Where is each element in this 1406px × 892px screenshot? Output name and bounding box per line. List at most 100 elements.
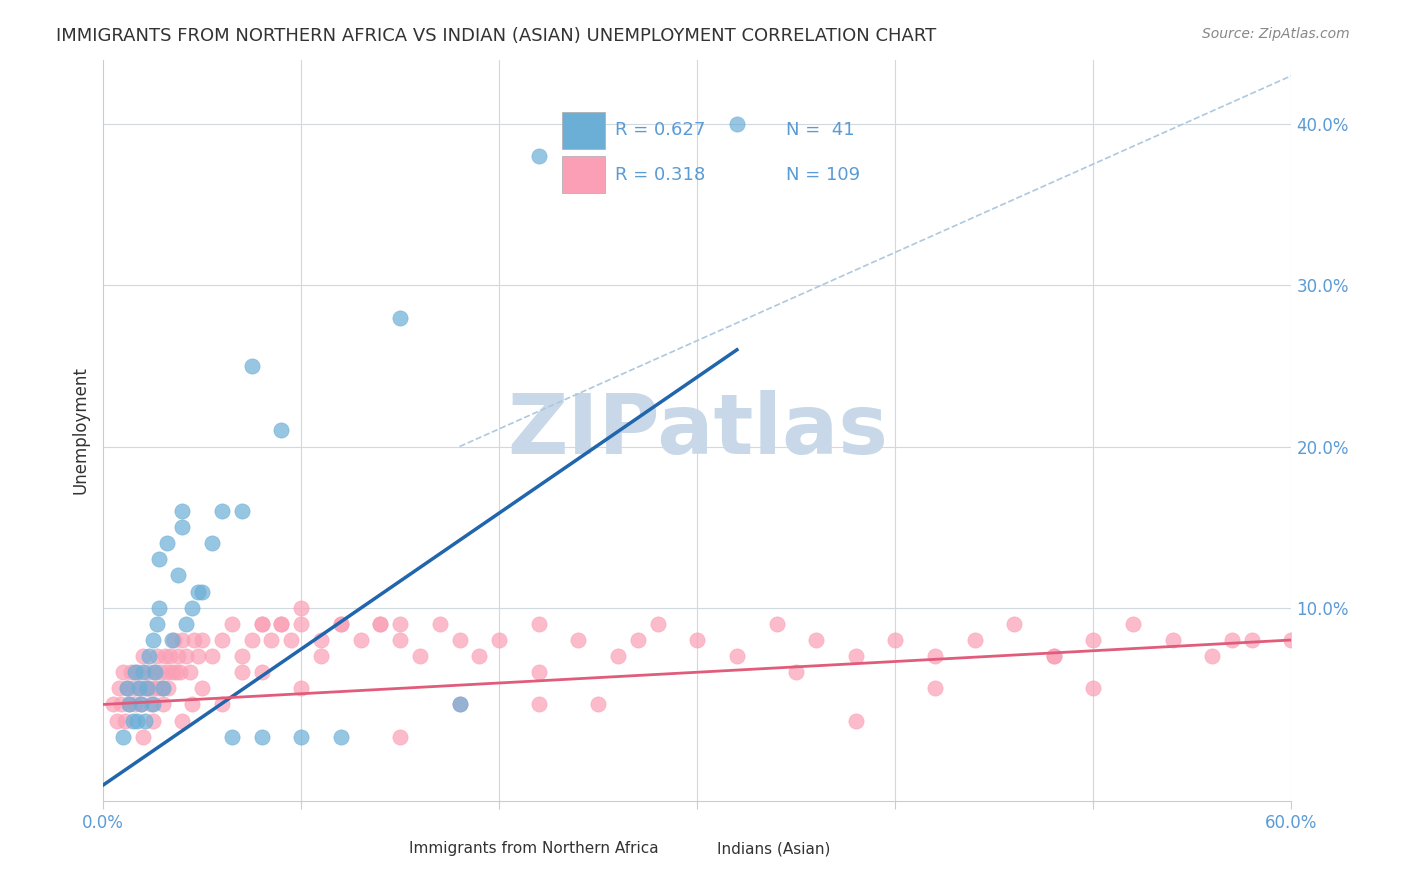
Point [329,616,352,631]
Point [349,632,371,647]
Point [145,649,167,664]
Point [290,600,312,615]
Point [135,665,157,680]
Point [686,632,709,647]
Point [145,616,167,631]
Point [111,730,134,744]
Point [785,665,807,680]
Point [211,632,233,647]
Point [191,632,214,647]
Text: IMMIGRANTS FROM NORTHERN AFRICA VS INDIAN (ASIAN) UNEMPLOYMENT CORRELATION CHART: IMMIGRANTS FROM NORTHERN AFRICA VS INDIA… [56,27,936,45]
Point [389,730,412,744]
Point [148,681,170,696]
Point [627,632,650,647]
Point [1042,649,1064,664]
Point [132,665,155,680]
Point [240,359,263,373]
Point [139,698,162,712]
Point [370,616,392,631]
Point [329,730,352,744]
Point [105,714,128,728]
Point [162,665,184,680]
Point [135,681,157,696]
Point [159,649,181,664]
Point [172,504,194,518]
Point [567,632,589,647]
Point [231,504,253,518]
Point [527,149,550,163]
Point [804,632,827,647]
Point [165,665,187,680]
Point [172,714,194,728]
Point [152,681,174,696]
Text: Immigrants from Northern Africa: Immigrants from Northern Africa [409,841,659,856]
Point [1281,632,1303,647]
Point [290,681,312,696]
Point [181,698,204,712]
Point [449,698,471,712]
Point [270,616,292,631]
Point [250,730,273,744]
Point [924,681,946,696]
Point [129,698,152,712]
Point [163,632,186,647]
Point [142,714,165,728]
Point [389,310,412,325]
Point [270,616,292,631]
Point [132,649,155,664]
Point [488,632,510,647]
Point [118,698,141,712]
Point [169,665,191,680]
Point [149,665,172,680]
Text: Indians (Asian): Indians (Asian) [717,841,830,856]
Point [179,665,201,680]
Point [527,698,550,712]
Point [167,568,190,582]
Point [607,649,630,664]
Point [231,649,253,664]
Text: Source: ZipAtlas.com: Source: ZipAtlas.com [1202,27,1350,41]
Point [280,632,302,647]
Point [142,632,165,647]
Point [884,632,907,647]
Point [1083,681,1105,696]
Point [221,616,243,631]
Point [176,616,198,631]
Point [527,665,550,680]
Point [527,616,550,631]
Point [1220,632,1243,647]
Point [201,536,224,550]
Point [647,616,669,631]
Point [211,698,233,712]
Point [143,665,166,680]
Point [1122,616,1144,631]
Point [1042,649,1064,664]
Point [115,681,138,696]
Point [176,649,198,664]
Point [148,600,170,615]
Point [111,665,134,680]
Point [132,730,155,744]
Point [290,730,312,744]
Point [183,632,205,647]
Point [115,681,138,696]
Point [187,649,209,664]
Point [389,616,412,631]
Point [963,632,986,647]
Point [329,616,352,631]
Point [250,665,273,680]
Point [138,649,160,664]
Point [201,649,224,664]
Point [181,600,204,615]
Point [114,714,136,728]
Point [142,698,165,712]
Point [725,649,748,664]
Point [128,681,150,696]
Point [221,730,243,744]
Point [240,632,263,647]
Point [128,681,150,696]
Point [370,616,392,631]
Point [468,649,491,664]
Point [270,424,292,438]
Point [167,649,190,664]
